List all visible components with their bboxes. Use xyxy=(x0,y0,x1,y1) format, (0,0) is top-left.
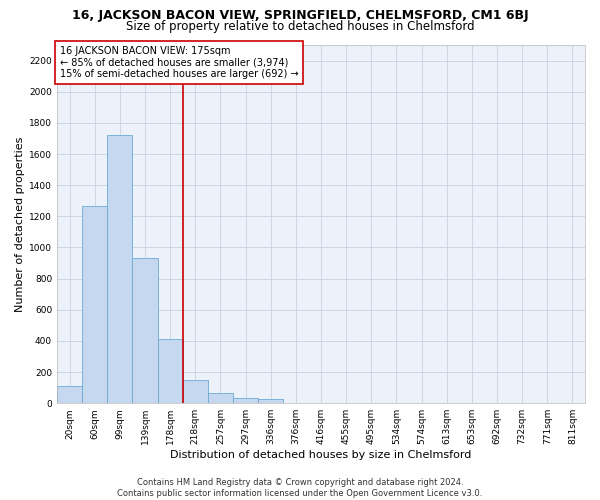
Bar xyxy=(82,206,107,403)
Bar xyxy=(183,380,208,403)
Bar xyxy=(57,386,82,403)
Bar xyxy=(233,398,258,403)
Y-axis label: Number of detached properties: Number of detached properties xyxy=(15,136,25,312)
Bar xyxy=(208,393,233,403)
X-axis label: Distribution of detached houses by size in Chelmsford: Distribution of detached houses by size … xyxy=(170,450,472,460)
Bar xyxy=(258,400,283,403)
Text: Contains HM Land Registry data © Crown copyright and database right 2024.
Contai: Contains HM Land Registry data © Crown c… xyxy=(118,478,482,498)
Text: 16, JACKSON BACON VIEW, SPRINGFIELD, CHELMSFORD, CM1 6BJ: 16, JACKSON BACON VIEW, SPRINGFIELD, CHE… xyxy=(71,9,529,22)
Bar xyxy=(158,340,183,403)
Bar xyxy=(107,136,133,403)
Text: 16 JACKSON BACON VIEW: 175sqm
← 85% of detached houses are smaller (3,974)
15% o: 16 JACKSON BACON VIEW: 175sqm ← 85% of d… xyxy=(59,46,298,79)
Text: Size of property relative to detached houses in Chelmsford: Size of property relative to detached ho… xyxy=(125,20,475,33)
Bar xyxy=(133,258,158,403)
